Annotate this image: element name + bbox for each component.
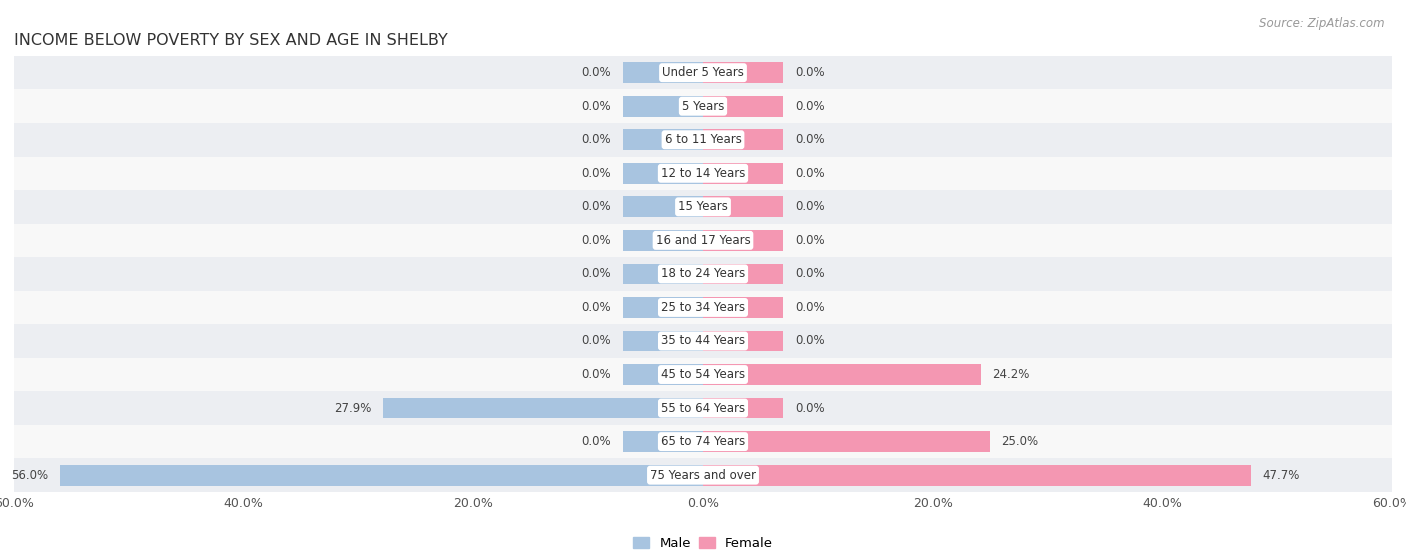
Bar — [703, 263, 783, 285]
Text: 0.0%: 0.0% — [794, 301, 824, 314]
Text: INCOME BELOW POVERTY BY SEX AND AGE IN SHELBY: INCOME BELOW POVERTY BY SEX AND AGE IN S… — [14, 33, 447, 48]
Bar — [623, 62, 703, 83]
Text: 12 to 14 Years: 12 to 14 Years — [661, 167, 745, 180]
Bar — [14, 324, 1392, 358]
Bar — [623, 96, 703, 117]
Text: 0.0%: 0.0% — [582, 133, 612, 146]
Text: 75 Years and over: 75 Years and over — [650, 468, 756, 482]
Text: 0.0%: 0.0% — [582, 368, 612, 381]
Text: 0.0%: 0.0% — [582, 66, 612, 79]
Bar — [60, 465, 703, 486]
Bar — [703, 397, 783, 419]
Text: 0.0%: 0.0% — [794, 334, 824, 348]
Text: 0.0%: 0.0% — [794, 234, 824, 247]
Bar — [703, 364, 981, 385]
Text: 5 Years: 5 Years — [682, 100, 724, 113]
Bar — [14, 157, 1392, 190]
Text: 0.0%: 0.0% — [794, 167, 824, 180]
Text: 45 to 54 Years: 45 to 54 Years — [661, 368, 745, 381]
Text: 0.0%: 0.0% — [794, 267, 824, 281]
Text: 35 to 44 Years: 35 to 44 Years — [661, 334, 745, 348]
Text: 0.0%: 0.0% — [794, 66, 824, 79]
Text: 27.9%: 27.9% — [333, 401, 371, 415]
Text: Under 5 Years: Under 5 Years — [662, 66, 744, 79]
Bar — [14, 123, 1392, 157]
Bar — [14, 190, 1392, 224]
Text: 0.0%: 0.0% — [582, 435, 612, 448]
Text: 56.0%: 56.0% — [11, 468, 48, 482]
Bar — [703, 330, 783, 352]
Bar — [623, 297, 703, 318]
Bar — [623, 129, 703, 150]
Bar — [14, 56, 1392, 89]
Text: 0.0%: 0.0% — [582, 200, 612, 214]
Text: 25.0%: 25.0% — [1001, 435, 1039, 448]
Text: Source: ZipAtlas.com: Source: ZipAtlas.com — [1260, 17, 1385, 30]
Text: 0.0%: 0.0% — [582, 334, 612, 348]
Text: 25 to 34 Years: 25 to 34 Years — [661, 301, 745, 314]
Text: 18 to 24 Years: 18 to 24 Years — [661, 267, 745, 281]
Bar — [14, 458, 1392, 492]
Bar — [703, 431, 990, 452]
Text: 0.0%: 0.0% — [794, 200, 824, 214]
Bar — [14, 291, 1392, 324]
Bar — [14, 224, 1392, 257]
Bar — [703, 129, 783, 150]
Text: 55 to 64 Years: 55 to 64 Years — [661, 401, 745, 415]
Text: 15 Years: 15 Years — [678, 200, 728, 214]
Bar — [703, 62, 783, 83]
Text: 0.0%: 0.0% — [582, 301, 612, 314]
Bar — [623, 196, 703, 217]
Bar — [14, 358, 1392, 391]
Bar — [623, 163, 703, 184]
Bar — [623, 431, 703, 452]
Text: 0.0%: 0.0% — [794, 100, 824, 113]
Text: 65 to 74 Years: 65 to 74 Years — [661, 435, 745, 448]
Text: 6 to 11 Years: 6 to 11 Years — [665, 133, 741, 146]
Bar — [14, 257, 1392, 291]
Bar — [623, 364, 703, 385]
Text: 24.2%: 24.2% — [993, 368, 1029, 381]
Bar — [703, 230, 783, 251]
Bar — [703, 163, 783, 184]
Bar — [14, 89, 1392, 123]
Text: 0.0%: 0.0% — [582, 267, 612, 281]
Bar — [14, 391, 1392, 425]
Text: 0.0%: 0.0% — [582, 167, 612, 180]
Text: 0.0%: 0.0% — [794, 401, 824, 415]
Text: 16 and 17 Years: 16 and 17 Years — [655, 234, 751, 247]
Text: 0.0%: 0.0% — [794, 133, 824, 146]
Bar — [703, 96, 783, 117]
Text: 47.7%: 47.7% — [1263, 468, 1299, 482]
Bar — [703, 297, 783, 318]
Legend: Male, Female: Male, Female — [627, 532, 779, 555]
Bar — [703, 465, 1251, 486]
Bar — [623, 263, 703, 285]
Bar — [382, 397, 703, 419]
Bar — [623, 230, 703, 251]
Bar — [703, 196, 783, 217]
Text: 0.0%: 0.0% — [582, 234, 612, 247]
Bar — [14, 425, 1392, 458]
Text: 0.0%: 0.0% — [582, 100, 612, 113]
Bar — [623, 330, 703, 352]
